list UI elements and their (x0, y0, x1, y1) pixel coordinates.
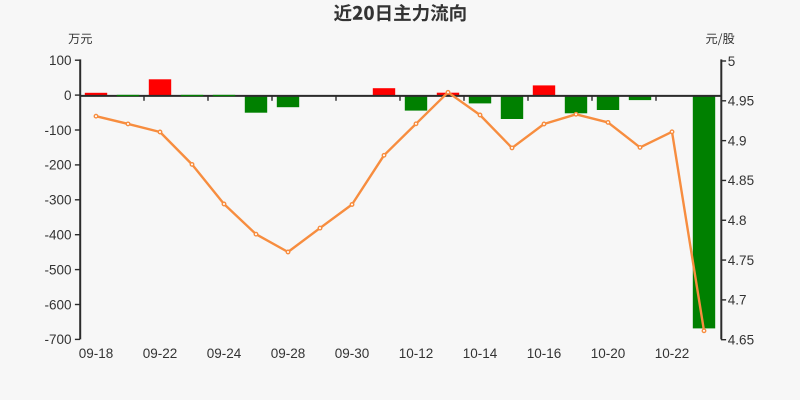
svg-text:09-22: 09-22 (143, 346, 178, 361)
svg-text:-200: -200 (44, 158, 71, 173)
svg-text:10-14: 10-14 (463, 346, 498, 361)
svg-text:100: 100 (49, 53, 72, 68)
svg-text:0: 0 (64, 88, 72, 103)
svg-text:10-22: 10-22 (655, 346, 690, 361)
svg-text:-300: -300 (44, 193, 71, 208)
svg-text:09-28: 09-28 (271, 346, 306, 361)
svg-text:4.65: 4.65 (728, 333, 754, 348)
svg-text:09-30: 09-30 (335, 346, 370, 361)
svg-text:4.9: 4.9 (728, 133, 747, 148)
svg-text:5: 5 (728, 54, 736, 69)
svg-text:10-20: 10-20 (591, 346, 626, 361)
svg-text:-400: -400 (44, 228, 71, 243)
svg-text:-100: -100 (44, 123, 71, 138)
svg-text:10-12: 10-12 (399, 346, 434, 361)
svg-text:-600: -600 (44, 297, 71, 312)
svg-text:4.8: 4.8 (728, 213, 747, 228)
svg-text:4.7: 4.7 (728, 293, 747, 308)
svg-text:4.85: 4.85 (728, 173, 754, 188)
svg-text:4.75: 4.75 (728, 253, 754, 268)
svg-text:09-18: 09-18 (79, 346, 114, 361)
svg-text:4.95: 4.95 (728, 94, 754, 109)
svg-text:-500: -500 (44, 262, 71, 277)
svg-text:-700: -700 (44, 332, 71, 347)
svg-text:09-24: 09-24 (207, 346, 242, 361)
svg-text:10-16: 10-16 (527, 346, 562, 361)
